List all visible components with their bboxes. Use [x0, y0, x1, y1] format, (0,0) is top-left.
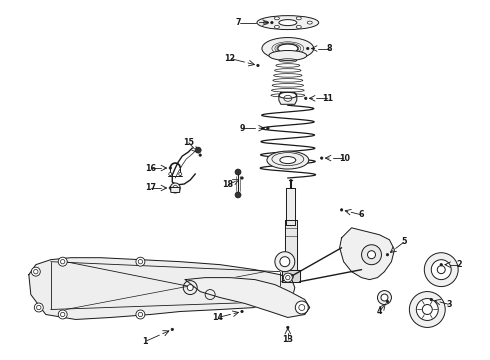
Circle shape	[195, 147, 201, 153]
Ellipse shape	[274, 26, 279, 28]
Circle shape	[179, 172, 182, 176]
Circle shape	[286, 275, 290, 280]
Polygon shape	[279, 92, 297, 104]
Circle shape	[320, 157, 323, 159]
Circle shape	[241, 177, 243, 179]
Text: 10: 10	[339, 154, 350, 163]
Ellipse shape	[280, 157, 296, 163]
Circle shape	[386, 300, 389, 303]
Polygon shape	[286, 188, 295, 225]
Ellipse shape	[267, 151, 309, 169]
Circle shape	[362, 245, 382, 265]
Circle shape	[283, 293, 293, 302]
Circle shape	[58, 257, 67, 266]
Circle shape	[283, 273, 293, 282]
Circle shape	[286, 295, 290, 300]
Circle shape	[386, 253, 389, 256]
Polygon shape	[185, 278, 310, 318]
Circle shape	[37, 305, 41, 310]
Circle shape	[199, 154, 201, 156]
Text: 11: 11	[322, 94, 333, 103]
Text: 17: 17	[145, 184, 156, 193]
Ellipse shape	[257, 15, 318, 30]
Circle shape	[381, 294, 388, 301]
Circle shape	[169, 172, 172, 176]
Circle shape	[416, 298, 438, 320]
Circle shape	[424, 253, 458, 287]
Circle shape	[270, 21, 273, 24]
Circle shape	[377, 291, 392, 305]
Text: 4: 4	[377, 307, 382, 316]
Text: 12: 12	[224, 54, 236, 63]
Ellipse shape	[269, 50, 307, 60]
Text: 18: 18	[222, 180, 234, 189]
Circle shape	[440, 264, 442, 266]
Circle shape	[60, 260, 65, 264]
Text: 6: 6	[359, 210, 364, 219]
Text: 5: 5	[402, 237, 407, 246]
Circle shape	[34, 303, 43, 312]
Circle shape	[299, 305, 305, 310]
Circle shape	[58, 310, 67, 319]
Circle shape	[267, 127, 269, 129]
FancyBboxPatch shape	[171, 188, 180, 193]
Text: 16: 16	[145, 163, 156, 172]
Ellipse shape	[187, 285, 193, 291]
Circle shape	[257, 64, 259, 67]
Text: 1: 1	[143, 337, 148, 346]
Circle shape	[430, 298, 433, 301]
Polygon shape	[285, 220, 297, 270]
Circle shape	[422, 305, 432, 315]
Circle shape	[280, 257, 290, 267]
Circle shape	[287, 326, 289, 329]
Circle shape	[136, 310, 145, 319]
Circle shape	[305, 97, 307, 99]
Circle shape	[288, 274, 294, 279]
Text: 3: 3	[446, 300, 452, 309]
Circle shape	[171, 328, 173, 330]
Ellipse shape	[264, 21, 269, 24]
Ellipse shape	[279, 92, 297, 98]
Circle shape	[275, 252, 295, 272]
Circle shape	[307, 47, 309, 50]
Circle shape	[341, 209, 343, 211]
Ellipse shape	[278, 44, 298, 53]
Circle shape	[241, 310, 243, 313]
Circle shape	[136, 257, 145, 266]
Text: 2: 2	[456, 260, 462, 269]
Circle shape	[34, 269, 38, 274]
Text: 13: 13	[282, 335, 294, 344]
Ellipse shape	[274, 17, 279, 20]
Polygon shape	[282, 270, 300, 282]
Ellipse shape	[307, 21, 312, 24]
Circle shape	[235, 192, 241, 198]
Text: 14: 14	[213, 313, 223, 322]
Text: 15: 15	[183, 138, 194, 147]
Circle shape	[31, 267, 40, 276]
Circle shape	[235, 169, 241, 175]
Text: 9: 9	[239, 124, 245, 133]
Ellipse shape	[296, 26, 301, 28]
Circle shape	[171, 183, 180, 193]
Circle shape	[431, 260, 451, 280]
Circle shape	[368, 251, 375, 259]
Ellipse shape	[262, 37, 314, 59]
Circle shape	[173, 185, 178, 190]
Text: 7: 7	[235, 18, 241, 27]
Circle shape	[60, 312, 65, 317]
Text: 8: 8	[327, 44, 333, 53]
Circle shape	[295, 301, 308, 314]
Circle shape	[138, 260, 143, 264]
Polygon shape	[29, 258, 295, 319]
Polygon shape	[340, 228, 394, 280]
Circle shape	[169, 167, 171, 169]
Circle shape	[138, 312, 143, 317]
Circle shape	[437, 266, 445, 274]
Ellipse shape	[296, 17, 301, 20]
Circle shape	[409, 292, 445, 328]
Ellipse shape	[279, 20, 297, 26]
Circle shape	[169, 187, 171, 189]
